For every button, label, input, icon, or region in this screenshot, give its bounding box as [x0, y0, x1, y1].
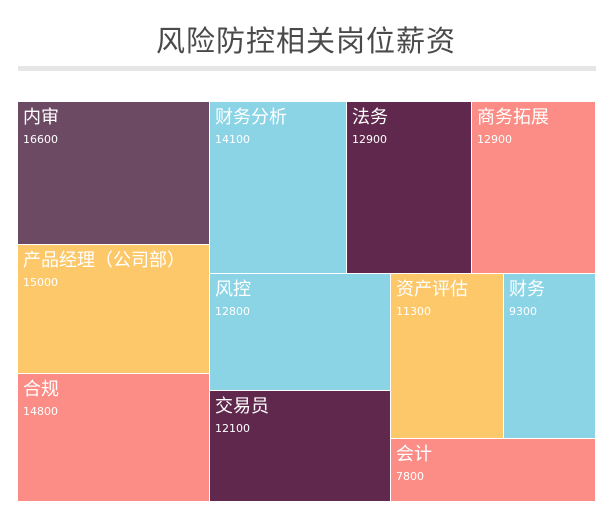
- treemap-tile: 财务分析 14100: [210, 102, 347, 274]
- treemap-tile: 商务拓展 12900: [472, 102, 596, 274]
- treemap: 内审 16600 产品经理（公司部） 15000 合规 14800 财务分析 14100 风控 1…: [18, 102, 596, 502]
- tile-value: 14100: [215, 133, 250, 146]
- tile-label: 商务拓展: [477, 107, 549, 128]
- tile-label: 产品经理（公司部）: [23, 250, 185, 271]
- tile-label: 财务分析: [215, 107, 287, 128]
- treemap-tile: 交易员 12100: [210, 391, 391, 502]
- chart-title: 风险防控相关岗位薪资: [155, 24, 456, 58]
- tile-value: 9300: [509, 305, 537, 318]
- tile-label: 交易员: [215, 396, 269, 417]
- tile-value: 12900: [477, 133, 512, 146]
- tile-label: 法务: [352, 107, 388, 128]
- tile-label: 合规: [23, 379, 59, 400]
- tile-value: 11300: [396, 305, 431, 318]
- tile-value: 15000: [23, 276, 58, 289]
- treemap-tile: 合规 14800: [18, 374, 210, 502]
- tile-value: 12100: [215, 422, 250, 435]
- tile-value: 12900: [352, 133, 387, 146]
- tile-value: 16600: [23, 133, 58, 146]
- treemap-tile: 风控 12800: [210, 274, 391, 391]
- tile-label: 财务: [509, 279, 545, 300]
- treemap-tile: 财务 9300: [504, 274, 596, 439]
- tile-label: 风控: [215, 279, 251, 300]
- tile-value: 14800: [23, 405, 58, 418]
- treemap-tile: 内审 16600: [18, 102, 210, 245]
- treemap-tile: 法务 12900: [347, 102, 472, 274]
- tile-label: 内审: [23, 107, 59, 128]
- tile-label: 会计: [396, 444, 432, 465]
- treemap-tile: 资产评估 11300: [391, 274, 504, 439]
- treemap-tile: 会计 7800: [391, 439, 596, 502]
- tile-value: 12800: [215, 305, 250, 318]
- treemap-tile: 产品经理（公司部） 15000: [18, 245, 210, 374]
- tile-label: 资产评估: [396, 279, 468, 300]
- tile-value: 7800: [396, 470, 424, 483]
- title-divider: [18, 66, 596, 71]
